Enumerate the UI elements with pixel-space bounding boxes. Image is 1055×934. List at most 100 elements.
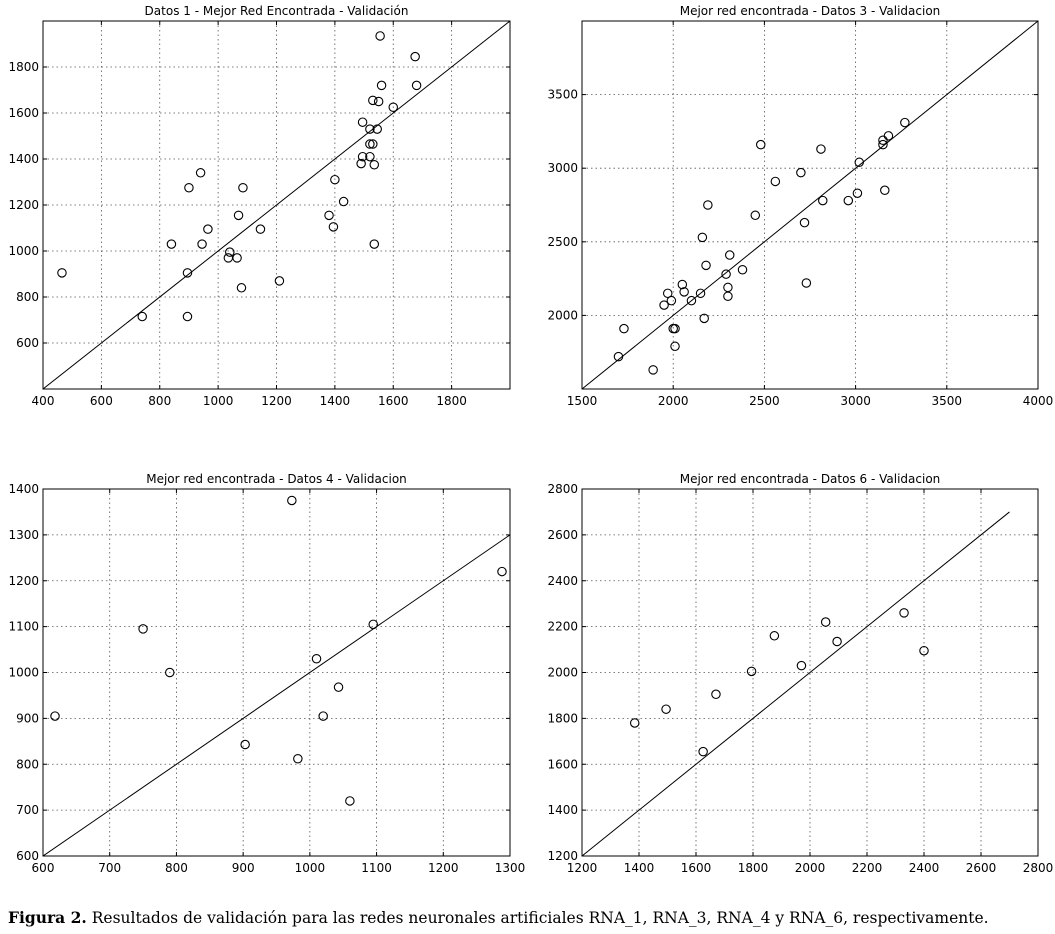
figure-caption: Figura 2. Resultados de validación para … [8, 908, 1048, 927]
data-point [324, 210, 334, 221]
data-point [695, 288, 706, 299]
chart-1: 400 600 800 1000 1200 1400 1600 1800 600 800 1000 1… [8, 4, 511, 408]
data-point [698, 746, 708, 757]
x-tick-label: 1400 [624, 861, 655, 875]
data-point [356, 158, 366, 169]
data-point [662, 288, 673, 299]
data-point [357, 151, 368, 162]
data-point [138, 624, 148, 634]
x-tick-label: 700 [98, 861, 121, 875]
data-point [659, 300, 669, 310]
x-tick-label: 800 [148, 394, 171, 408]
data-point [750, 210, 761, 221]
data-point [670, 323, 680, 334]
y-tick-label: 2500 [547, 235, 578, 249]
x-tick-label: 900 [232, 861, 255, 875]
x-tick-label: 2800 [1023, 861, 1054, 875]
data-point [293, 753, 303, 764]
y-tick-label: 2600 [547, 528, 578, 542]
data-point [820, 617, 831, 627]
data-point [287, 495, 297, 506]
grid [43, 489, 510, 856]
data-point [701, 260, 711, 271]
data-point [769, 631, 780, 641]
y-tick-label: 2000 [547, 308, 578, 322]
reference-line [582, 511, 1010, 856]
data-point [648, 365, 658, 375]
data-point [182, 268, 193, 278]
data-point [852, 188, 863, 198]
data-point [318, 711, 328, 721]
data-point [338, 196, 349, 207]
data-point [796, 167, 806, 178]
data-point [497, 566, 507, 577]
data-point [799, 217, 810, 228]
data-point [357, 117, 368, 127]
data-point [883, 131, 894, 141]
data-point [843, 195, 854, 206]
data-point [661, 704, 671, 714]
figure-chart-grid: 400 600 800 1000 1200 1400 1600 1800 600 800 1000 1… [8, 4, 1054, 875]
data-point [236, 283, 247, 293]
x-tick-label: 600 [90, 394, 113, 408]
x-tick-label: 1000 [295, 861, 326, 875]
data-point [697, 232, 708, 243]
x-tick-label: 2000 [658, 394, 689, 408]
x-tick-label: 1100 [361, 861, 392, 875]
x-tick-label: 3500 [932, 394, 963, 408]
grid [582, 21, 1038, 389]
y-tick-label: 1400 [8, 482, 39, 496]
data-point [737, 265, 748, 275]
y-tick-label: 900 [16, 711, 39, 725]
data-point [166, 239, 177, 249]
data-point [238, 183, 248, 193]
data-point [365, 124, 375, 134]
data-point [233, 210, 244, 221]
x-tick-label: 2000 [795, 861, 826, 875]
y-tick-label: 1200 [8, 198, 39, 212]
data-point [330, 174, 340, 185]
data-point [703, 200, 713, 210]
data-point [50, 711, 60, 721]
chart-title: Mejor red encontrada - Datos 6 - Validac… [680, 472, 941, 486]
caption-text: Resultados de validación para las redes … [86, 909, 989, 927]
data-point [372, 124, 382, 134]
x-tick-label: 2600 [966, 861, 997, 875]
data-point [410, 51, 420, 62]
data-point [919, 645, 929, 656]
x-tick-label: 1000 [203, 394, 234, 408]
data-point [240, 739, 250, 750]
data-point [900, 117, 910, 128]
reference-line [43, 21, 510, 389]
x-tick-label: 3000 [840, 394, 871, 408]
y-tick-label: 800 [16, 290, 39, 304]
x-tick-label: 1500 [567, 394, 598, 408]
data-point [375, 31, 385, 41]
data-point [232, 253, 242, 263]
x-tick-label: 800 [165, 861, 188, 875]
y-tick-label: 2800 [547, 482, 578, 496]
data-point [711, 689, 721, 700]
y-tick-label: 1300 [8, 528, 39, 542]
y-tick-label: 2000 [547, 666, 578, 680]
data-point [368, 139, 378, 149]
x-tick-label: 2200 [852, 861, 883, 875]
data-point [182, 311, 193, 322]
y-tick-label: 2200 [547, 620, 578, 634]
y-tick-label: 3500 [547, 88, 578, 102]
data-point [197, 239, 207, 249]
data-point [311, 653, 322, 664]
data-point [818, 195, 828, 206]
y-tick-label: 600 [16, 336, 39, 350]
x-tick-label: 600 [32, 861, 55, 875]
y-tick-label: 1600 [547, 757, 578, 771]
y-tick-label: 1000 [8, 666, 39, 680]
x-tick-label: 1800 [738, 861, 769, 875]
plot-frame [581, 20, 1039, 390]
chart-title: Mejor red encontrada - Datos 3 - Validac… [680, 4, 941, 18]
data-point [724, 250, 735, 260]
data-point [854, 157, 864, 168]
y-tick-label: 1400 [547, 803, 578, 817]
chart-title: Mejor red encontrada - Datos 4 - Validac… [146, 472, 407, 486]
x-tick-label: 1200 [261, 394, 292, 408]
